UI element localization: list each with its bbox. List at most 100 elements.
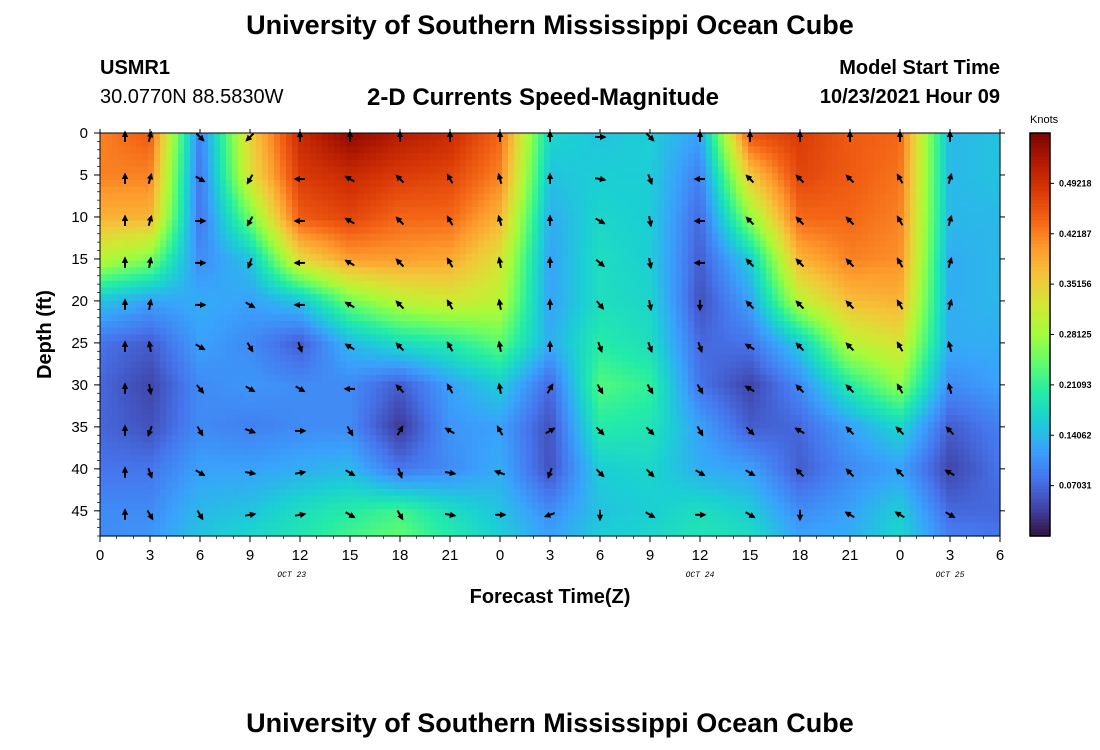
- heat-cell: [466, 220, 473, 228]
- heat-cell: [748, 267, 755, 275]
- heat-cell: [634, 294, 641, 302]
- heat-cell: [568, 166, 575, 174]
- heat-cell: [412, 347, 419, 356]
- heat-cell: [280, 314, 287, 322]
- heat-cell: [460, 300, 467, 309]
- heat-cell: [256, 173, 263, 181]
- heat-cell: [760, 146, 767, 154]
- heat-cell: [808, 220, 815, 228]
- heat-cell: [640, 173, 647, 181]
- heat-cell: [478, 274, 485, 282]
- heat-cell: [514, 321, 521, 329]
- heat-cell: [934, 280, 941, 289]
- heat-cell: [988, 220, 995, 228]
- heat-cell: [580, 341, 587, 349]
- heat-cell: [712, 300, 719, 309]
- heat-cell: [268, 220, 275, 228]
- heat-cell: [274, 213, 281, 221]
- heat-cell: [442, 146, 449, 154]
- heat-cell: [466, 159, 473, 168]
- heat-cell: [250, 146, 257, 154]
- heat-cell: [958, 240, 965, 248]
- heat-cell: [856, 334, 863, 342]
- heat-cell: [580, 321, 587, 329]
- heat-cell: [166, 206, 173, 215]
- heat-cell: [850, 314, 857, 322]
- heat-cell: [244, 341, 251, 349]
- heat-cell: [178, 213, 185, 221]
- heat-cell: [826, 213, 833, 221]
- heat-cell: [232, 314, 239, 322]
- heat-cell: [958, 341, 965, 349]
- heat-cell: [256, 133, 263, 141]
- heat-cell: [472, 307, 479, 315]
- heat-cell: [490, 139, 497, 148]
- heat-cell: [490, 307, 497, 315]
- heat-cell: [130, 180, 137, 188]
- heat-cell: [790, 341, 797, 349]
- heat-cell: [904, 287, 911, 295]
- heat-cell: [910, 300, 917, 309]
- heat-cell: [340, 307, 347, 315]
- heat-cell: [664, 294, 671, 302]
- heat-cell: [988, 307, 995, 315]
- heat-cell: [514, 347, 521, 356]
- heat-cell: [664, 247, 671, 255]
- heat-cell: [712, 287, 719, 295]
- heat-cell: [766, 240, 773, 248]
- heat-cell: [862, 280, 869, 289]
- heat-cell: [286, 267, 293, 275]
- heat-cell: [190, 287, 197, 295]
- heat-cell: [190, 200, 197, 208]
- heat-cell: [526, 133, 533, 141]
- heat-cell: [946, 146, 953, 154]
- heat-cell: [322, 334, 329, 342]
- heat-cell: [928, 220, 935, 228]
- heat-cell: [136, 314, 143, 322]
- heat-cell: [460, 180, 467, 188]
- heat-cell: [934, 139, 941, 148]
- heat-cell: [718, 139, 725, 148]
- heat-cell: [526, 287, 533, 295]
- heat-cell: [394, 240, 401, 248]
- heat-cell: [442, 253, 449, 262]
- heat-cell: [550, 193, 557, 201]
- heat-cell: [322, 153, 329, 161]
- heat-cell: [778, 321, 785, 329]
- heat-cell: [388, 307, 395, 315]
- heat-cell: [352, 159, 359, 168]
- heat-cell: [298, 233, 305, 242]
- heat-cell: [124, 240, 131, 248]
- heat-cell: [664, 213, 671, 221]
- heat-cell: [496, 200, 503, 208]
- heat-cell: [286, 307, 293, 315]
- heat-cell: [748, 240, 755, 248]
- heat-cell: [340, 321, 347, 329]
- heat-cell: [730, 347, 737, 356]
- heat-cell: [478, 206, 485, 215]
- heat-cell: [736, 146, 743, 154]
- heat-cell: [202, 200, 209, 208]
- heat-cell: [148, 159, 155, 168]
- heat-cell: [184, 227, 191, 235]
- heat-cell: [994, 159, 1001, 168]
- heat-cell: [340, 354, 347, 362]
- heat-cell: [454, 186, 461, 195]
- heat-cell: [190, 186, 197, 195]
- heat-cell: [472, 280, 479, 289]
- heat-cell: [298, 173, 305, 181]
- heat-cell: [304, 280, 311, 289]
- heat-cell: [904, 227, 911, 235]
- heat-cell: [340, 206, 347, 215]
- heat-cell: [172, 173, 179, 181]
- heat-cell: [352, 153, 359, 161]
- heat-cell: [790, 206, 797, 215]
- heat-cell: [166, 280, 173, 289]
- heat-cell: [184, 193, 191, 201]
- heat-cell: [142, 139, 149, 148]
- heat-cell: [742, 186, 749, 195]
- heat-cell: [406, 267, 413, 275]
- heat-cell: [178, 146, 185, 154]
- heat-cell: [454, 146, 461, 154]
- heat-cell: [856, 193, 863, 201]
